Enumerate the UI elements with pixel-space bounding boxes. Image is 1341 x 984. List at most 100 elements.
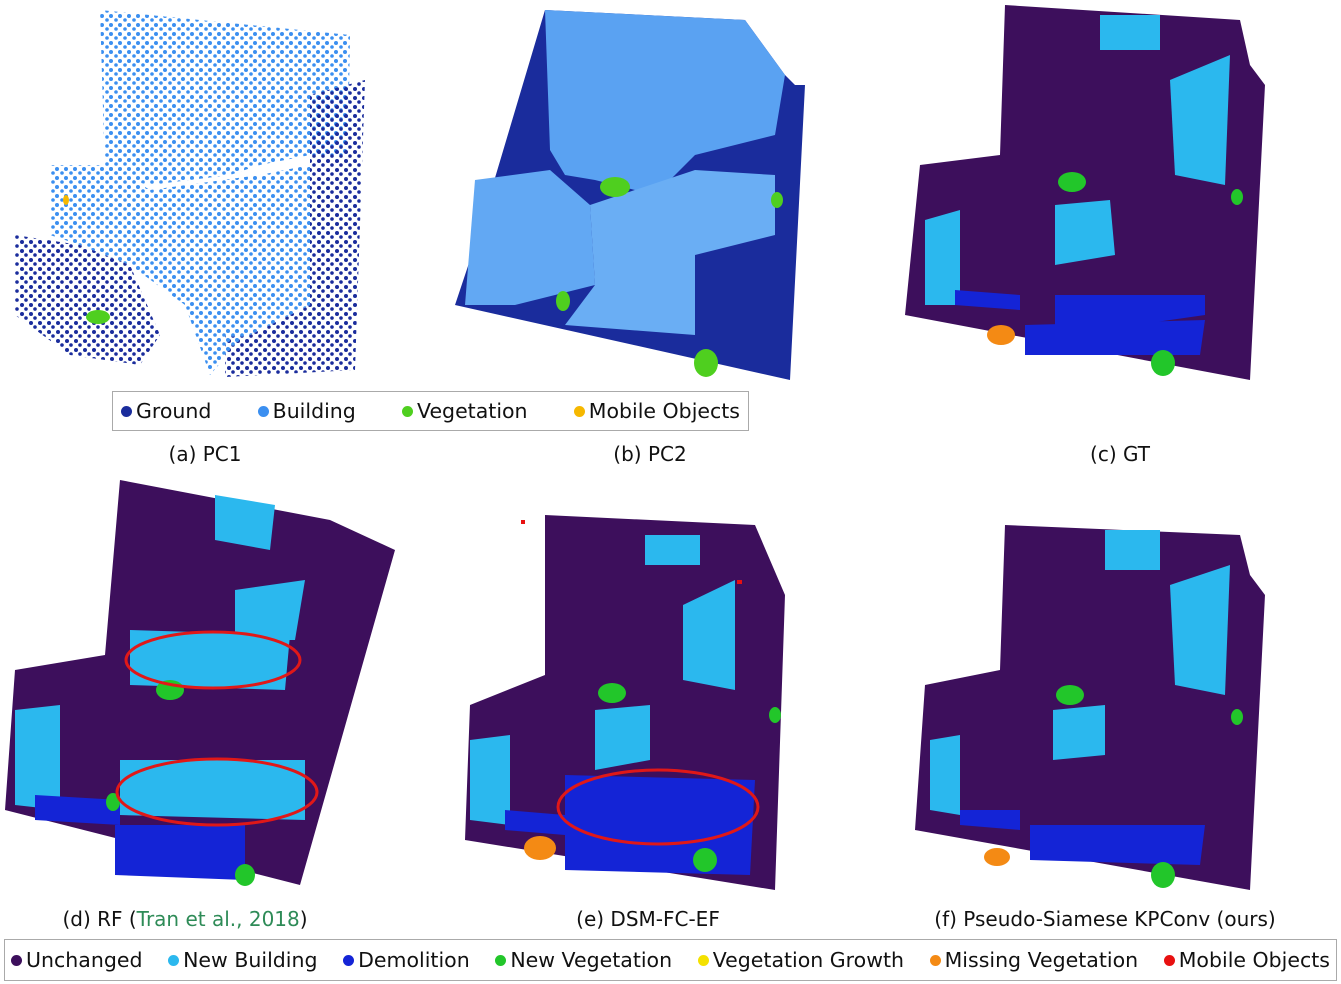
citation-link[interactable]: Tran et al., 2018 <box>136 907 300 931</box>
rf-new-building-top <box>215 495 275 550</box>
dsm-demolition-bottom <box>565 775 755 875</box>
legend-dot <box>168 954 180 966</box>
kpconv-new-building-right <box>1170 565 1230 695</box>
dsm-mobile-object-1 <box>737 580 742 584</box>
legend-dot <box>343 954 355 966</box>
legend-dot <box>495 954 507 966</box>
pc1-building-front <box>50 165 310 375</box>
caption-gt: (c) GT <box>1090 442 1150 466</box>
legend-semantic-classes: Ground Building Vegetation Mobile Object… <box>112 391 749 431</box>
legend-label: Demolition <box>358 948 470 972</box>
kpconv-point-cloud <box>915 525 1265 890</box>
legend-item-demolition: Demolition <box>343 948 470 972</box>
kpconv-new-building-top <box>1105 530 1160 570</box>
kpconv-demolition-left <box>960 810 1020 830</box>
rf-new-building-right <box>235 580 305 640</box>
caption-rf: (d) RF (Tran et al., 2018) <box>62 907 307 931</box>
dsm-new-building-left <box>470 735 510 825</box>
gt-demolition-left <box>955 290 1020 310</box>
caption-pc2: (b) PC2 <box>613 442 687 466</box>
rf-point-cloud <box>5 480 395 886</box>
legend-label: Ground <box>136 399 212 423</box>
pc2-vegetation-4 <box>771 192 783 208</box>
legend-label: Missing Vegetation <box>944 948 1139 972</box>
dsm-new-building-center <box>595 705 650 770</box>
gt-missing-vegetation <box>987 325 1015 345</box>
legend-item-mobile-objects-change: Mobile Objects <box>1163 948 1330 972</box>
dsm-new-vegetation-2 <box>693 848 717 872</box>
rf-new-vegetation-2 <box>106 793 120 811</box>
caption-dsm-fc-ef: (e) DSM-FC-EF <box>576 907 720 931</box>
pc2-building-main <box>545 10 785 195</box>
pc2-building-left <box>465 170 595 305</box>
legend-label: Vegetation <box>417 399 528 423</box>
legend-label: Mobile Objects <box>588 399 740 423</box>
legend-label: Mobile Objects <box>1178 948 1330 972</box>
pc2-vegetation-3 <box>694 349 718 377</box>
legend-dot <box>11 954 22 966</box>
legend-dot <box>121 405 132 417</box>
dsm-highlight-ellipse <box>556 768 760 846</box>
gt-new-vegetation-3 <box>1231 189 1243 205</box>
kpconv-new-building-center <box>1053 705 1105 760</box>
gt-demolition-bottom-1 <box>1055 295 1205 330</box>
legend-label: Vegetation Growth <box>712 948 904 972</box>
kpconv-demolition-bottom <box>1030 825 1205 865</box>
legend-dot <box>697 954 709 966</box>
legend-dot <box>929 954 941 966</box>
pc1-ground-right <box>225 80 365 377</box>
rf-new-building-highlight-2 <box>120 760 305 820</box>
kpconv-new-vegetation-2 <box>1151 862 1175 888</box>
gt-new-vegetation-2 <box>1151 350 1175 376</box>
rf-demolition-bottom <box>115 825 245 880</box>
gt-point-cloud <box>905 5 1265 380</box>
legend-item-vegetation-growth: Vegetation Growth <box>697 948 904 972</box>
rf-highlight-ellipse-1 <box>124 630 302 690</box>
caption-rf-suffix: ) <box>299 907 308 931</box>
legend-dot <box>257 405 269 417</box>
dsm-new-vegetation-3 <box>769 707 781 723</box>
legend-item-unchanged: Unchanged <box>11 948 142 972</box>
pc1-mobile-object <box>63 195 69 205</box>
dsm-missing-vegetation <box>524 836 556 860</box>
pc2-point-cloud <box>455 10 805 380</box>
legend-label: Unchanged <box>26 948 143 972</box>
rf-demolition-left <box>35 795 120 825</box>
legend-label: New Building <box>183 948 318 972</box>
caption-pseudo-siamese-kpconv: (f) Pseudo-Siamese KPConv (ours) <box>934 907 1276 931</box>
legend-item-missing-vegetation: Missing Vegetation <box>929 948 1139 972</box>
pc1-building-roof <box>100 10 350 185</box>
legend-item-new-building: New Building <box>168 948 318 972</box>
legend-item-new-vegetation: New Vegetation <box>495 948 672 972</box>
panel-rf <box>5 480 405 895</box>
gt-demolition-bottom-2 <box>1025 320 1205 355</box>
gt-new-vegetation-1 <box>1058 172 1086 192</box>
kpconv-missing-vegetation <box>984 848 1010 866</box>
rf-new-building-left <box>15 705 60 810</box>
panel-pseudo-siamese-kpconv <box>905 485 1285 895</box>
pc2-vegetation-2 <box>556 291 570 311</box>
kpconv-new-building-left <box>930 735 960 815</box>
legend-item-building: Building <box>257 399 356 423</box>
legend-label: New Vegetation <box>510 948 673 972</box>
pc2-building-center <box>565 170 775 335</box>
legend-item-ground: Ground <box>121 399 211 423</box>
gt-new-building-right <box>1170 55 1230 185</box>
dsm-new-building-top <box>645 535 700 565</box>
rf-highlight-ellipse-2 <box>115 757 319 827</box>
gt-new-building-center <box>1055 200 1115 265</box>
pc2-vegetation-1 <box>600 177 630 197</box>
dsm-mobile-object-2 <box>521 520 525 524</box>
kpconv-new-vegetation-1 <box>1056 685 1084 705</box>
caption-rf-prefix: (d) RF ( <box>62 907 137 931</box>
dsm-new-vegetation-1 <box>598 683 626 703</box>
pc1-point-cloud <box>15 10 365 377</box>
legend-dot <box>573 405 585 417</box>
panel-gt <box>905 5 1285 380</box>
caption-pc1: (a) PC1 <box>168 442 242 466</box>
pc1-ground-left <box>15 235 160 365</box>
panel-pc1 <box>10 5 380 383</box>
legend-label: Building <box>272 399 356 423</box>
legend-dot <box>1163 954 1175 966</box>
gt-new-building-top <box>1100 15 1160 50</box>
